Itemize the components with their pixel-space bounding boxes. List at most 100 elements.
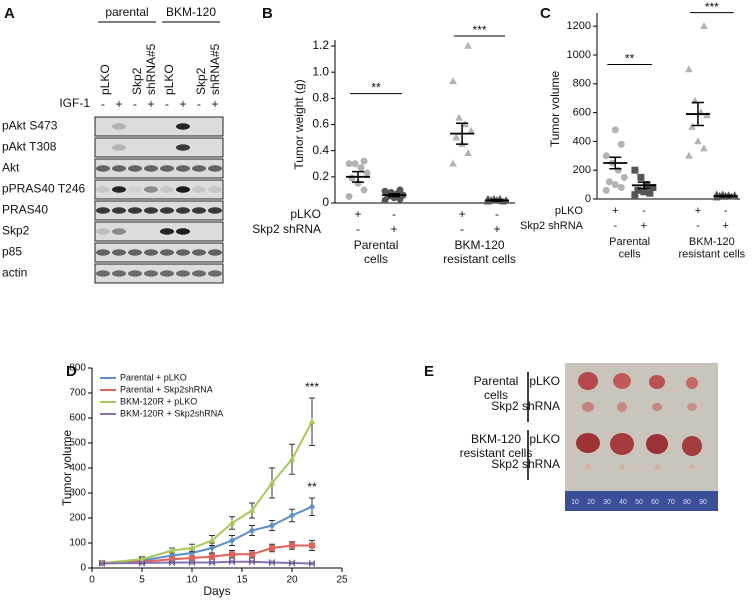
annotation: ** <box>307 480 317 494</box>
point <box>138 555 146 562</box>
point <box>289 542 295 549</box>
blot-band <box>160 207 174 214</box>
treatment-mark: + <box>179 97 186 111</box>
point <box>348 174 356 182</box>
series-line <box>101 505 313 564</box>
point <box>363 169 371 177</box>
row-mark: + <box>695 205 701 217</box>
row-mark: - <box>460 222 464 236</box>
point <box>381 187 389 195</box>
treatment-mark: - <box>101 97 105 111</box>
blot-band <box>192 270 206 277</box>
row-mark: - <box>642 205 646 217</box>
point <box>98 559 106 568</box>
y-axis-label: Tumor volume <box>60 430 74 507</box>
lane-label: pLKO <box>162 64 176 95</box>
y-tick-label: 400 <box>573 135 591 147</box>
row-mark: + <box>355 207 362 221</box>
blot-band <box>192 207 206 214</box>
blot-band <box>112 186 126 193</box>
blot-strip <box>94 179 224 200</box>
point <box>308 559 316 568</box>
group-header: parental <box>105 5 148 19</box>
error-bar <box>352 170 365 183</box>
row-label: Skp2 shRNA <box>491 399 560 413</box>
x-tick-label: 5 <box>139 575 145 586</box>
point <box>249 526 255 535</box>
group-label: Parental cells <box>609 236 650 261</box>
blot-band <box>112 249 126 256</box>
blot-band <box>208 270 222 277</box>
blot-band <box>208 207 222 214</box>
blot-band <box>176 144 190 151</box>
point <box>464 41 472 49</box>
blot-band <box>96 186 110 193</box>
series-line <box>101 421 313 564</box>
row-mark: - <box>696 220 700 232</box>
y-axis-label: Tumor volume <box>548 71 562 148</box>
series-line <box>101 544 312 564</box>
point <box>694 137 702 145</box>
point <box>228 519 236 526</box>
ruler-label: 30 <box>603 499 611 506</box>
row-mark: - <box>392 207 396 221</box>
row-mark: + <box>722 220 728 232</box>
y-tick-label: 0 <box>585 193 591 205</box>
ruler-label: 60 <box>651 499 659 506</box>
point <box>209 553 215 560</box>
point <box>168 546 176 553</box>
point <box>229 536 235 545</box>
point <box>269 521 275 530</box>
y-tick-label: 800 <box>573 78 591 90</box>
point <box>269 545 275 551</box>
significance-label: *** <box>473 23 487 37</box>
blot-band <box>160 228 174 235</box>
treatment-mark: - <box>133 97 137 111</box>
point <box>602 152 610 160</box>
blot-label: pAkt S473 <box>2 119 58 133</box>
row-mark: - <box>495 207 499 221</box>
y-tick-label: 400 <box>69 463 86 474</box>
x-tick-label: 15 <box>236 575 248 586</box>
blot-band <box>208 186 222 193</box>
blot-strip <box>94 137 224 158</box>
group-label: BKM-120 resistant cells <box>679 236 746 261</box>
blot-band <box>112 144 126 151</box>
point <box>208 558 216 567</box>
blot-band <box>160 186 174 193</box>
x-axis-label: Days <box>203 584 230 598</box>
ruler-label: 70 <box>667 499 675 506</box>
treatment-mark: + <box>147 97 154 111</box>
blot-band <box>144 270 158 277</box>
point <box>138 559 146 567</box>
blot-band <box>192 165 206 172</box>
row-mark: + <box>459 207 466 221</box>
point <box>449 77 457 85</box>
y-tick-label: 1000 <box>567 49 591 61</box>
blot-band <box>160 165 174 172</box>
blot-strip <box>94 221 224 242</box>
y-tick-label: 1200 <box>567 20 591 32</box>
x-tick-label: 0 <box>89 575 95 586</box>
y-tick-label: 600 <box>573 107 591 119</box>
panel-letter: C <box>540 5 551 22</box>
blot-band <box>176 270 190 277</box>
point <box>357 164 365 172</box>
point <box>309 542 315 549</box>
y-tick-label: 100 <box>69 538 86 549</box>
panel-letter: D <box>66 363 77 380</box>
y-tick-label: 0 <box>322 195 329 209</box>
point <box>188 544 196 551</box>
blot-band <box>96 228 110 235</box>
point <box>685 65 693 73</box>
point <box>396 186 404 194</box>
blot-band <box>144 207 158 214</box>
y-tick-label: 300 <box>69 488 86 499</box>
point <box>631 191 639 199</box>
group-label: BKM-120 resistant cells <box>443 238 516 266</box>
error-bar <box>637 181 650 190</box>
blot-label: PRAS40 <box>2 203 48 217</box>
y-tick-label: 1.0 <box>312 64 329 78</box>
x-tick-label: 10 <box>186 575 198 586</box>
row-label: pLKO <box>529 374 560 388</box>
